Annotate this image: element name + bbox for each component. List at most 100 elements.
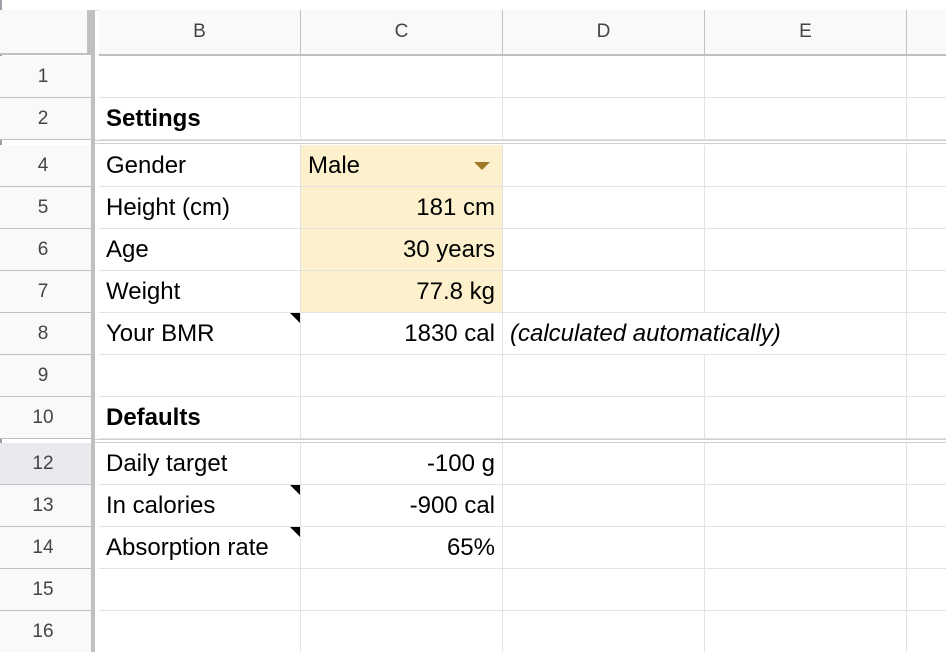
- cell-f6[interactable]: [907, 229, 946, 271]
- row-header-7[interactable]: 7: [0, 271, 95, 313]
- cell-b16[interactable]: [99, 611, 301, 652]
- row-header-10[interactable]: 10: [0, 397, 95, 439]
- in-calories-value-cell[interactable]: -900 cal: [301, 485, 503, 527]
- cell-d16[interactable]: [503, 611, 705, 652]
- in-calories-label-cell[interactable]: In calories: [99, 485, 301, 527]
- cell-b9[interactable]: [99, 355, 301, 397]
- cell-e12[interactable]: [705, 443, 907, 485]
- cell-c2[interactable]: [301, 98, 503, 140]
- column-header-d[interactable]: D: [503, 10, 705, 56]
- weight-label[interactable]: Weight: [99, 271, 301, 313]
- cell-e14[interactable]: [705, 527, 907, 569]
- cell-d14[interactable]: [503, 527, 705, 569]
- cell-c15[interactable]: [301, 569, 503, 611]
- cell-f4[interactable]: [907, 145, 946, 187]
- gender-dropdown[interactable]: Male: [301, 145, 503, 187]
- daily-target-value-cell[interactable]: -100 g: [301, 443, 503, 485]
- in-calories-label: In calories: [106, 491, 216, 519]
- cell-c9[interactable]: [301, 355, 503, 397]
- row-header-13[interactable]: 13: [0, 485, 95, 527]
- column-header-c[interactable]: C: [301, 10, 503, 56]
- row-header-8[interactable]: 8: [0, 313, 95, 355]
- cell-f12[interactable]: [907, 443, 946, 485]
- column-header-e[interactable]: E: [705, 10, 907, 56]
- row-header-16[interactable]: 16: [0, 611, 95, 652]
- cell-f13[interactable]: [907, 485, 946, 527]
- age-label[interactable]: Age: [99, 229, 301, 271]
- cell-f15[interactable]: [907, 569, 946, 611]
- cell-f5[interactable]: [907, 187, 946, 229]
- bmr-value-cell[interactable]: 1830 cal: [301, 313, 503, 355]
- cell-d6[interactable]: [503, 229, 705, 271]
- cell-e1[interactable]: [705, 56, 907, 98]
- cell-f8[interactable]: [907, 313, 946, 355]
- height-label[interactable]: Height (cm): [99, 187, 301, 229]
- cell-e10[interactable]: [705, 397, 907, 439]
- settings-heading[interactable]: Settings: [99, 98, 301, 140]
- cell-f16[interactable]: [907, 611, 946, 652]
- cell-f10[interactable]: [907, 397, 946, 439]
- select-all-corner[interactable]: [0, 10, 91, 55]
- height-value-cell[interactable]: 181 cm: [301, 187, 503, 229]
- bmr-note-cell[interactable]: (calculated automatically): [503, 313, 781, 355]
- cell-d7[interactable]: [503, 271, 705, 313]
- cell-note-indicator[interactable]: [290, 485, 300, 495]
- cell-f14[interactable]: [907, 527, 946, 569]
- cell-d2[interactable]: [503, 98, 705, 140]
- cell-e7[interactable]: [705, 271, 907, 313]
- daily-target-label[interactable]: Daily target: [99, 443, 301, 485]
- gender-label[interactable]: Gender: [99, 145, 301, 187]
- row-header-4[interactable]: 4: [0, 145, 95, 187]
- absorption-value-cell[interactable]: 65%: [301, 527, 503, 569]
- column-header-b[interactable]: B: [99, 10, 301, 56]
- absorption-label-cell[interactable]: Absorption rate: [99, 527, 301, 569]
- cell-note-indicator[interactable]: [290, 527, 300, 537]
- cell-e5[interactable]: [705, 187, 907, 229]
- hidden-row-3-marker: [95, 140, 946, 144]
- defaults-heading[interactable]: Defaults: [99, 397, 301, 439]
- cell-d9[interactable]: [503, 355, 705, 397]
- weight-value-cell[interactable]: 77.8 kg: [301, 271, 503, 313]
- cell-f1[interactable]: [907, 56, 946, 98]
- row-header-2[interactable]: 2: [0, 98, 95, 140]
- cell-d13[interactable]: [503, 485, 705, 527]
- cell-f2[interactable]: [907, 98, 946, 140]
- cell-e15[interactable]: [705, 569, 907, 611]
- cell-e8[interactable]: [705, 313, 907, 355]
- row-header-1[interactable]: 1: [0, 56, 95, 98]
- row-header-9[interactable]: 9: [0, 355, 95, 397]
- cell-c1[interactable]: [301, 56, 503, 98]
- cell-b1[interactable]: [99, 56, 301, 98]
- cell-f9[interactable]: [907, 355, 946, 397]
- row-header-15[interactable]: 15: [0, 569, 95, 611]
- row-header-12[interactable]: 12: [0, 443, 95, 485]
- cell-d12[interactable]: [503, 443, 705, 485]
- cell-e4[interactable]: [705, 145, 907, 187]
- age-value-cell[interactable]: 30 years: [301, 229, 503, 271]
- cell-e2[interactable]: [705, 98, 907, 140]
- cell-d15[interactable]: [503, 569, 705, 611]
- row-header-6[interactable]: 6: [0, 229, 95, 271]
- cell-e9[interactable]: [705, 355, 907, 397]
- cell-d5[interactable]: [503, 187, 705, 229]
- cell-c10[interactable]: [301, 397, 503, 439]
- absorption-label: Absorption rate: [106, 533, 269, 561]
- cell-b15[interactable]: [99, 569, 301, 611]
- cell-d4[interactable]: [503, 145, 705, 187]
- cell-f7[interactable]: [907, 271, 946, 313]
- cell-note-indicator[interactable]: [290, 313, 300, 323]
- gender-value: Male: [308, 151, 361, 179]
- row-header-5[interactable]: 5: [0, 187, 95, 229]
- cell-e6[interactable]: [705, 229, 907, 271]
- dropdown-arrow-icon[interactable]: [474, 162, 490, 170]
- cell-e16[interactable]: [705, 611, 907, 652]
- bmr-label-cell[interactable]: Your BMR: [99, 313, 301, 355]
- cell-e13[interactable]: [705, 485, 907, 527]
- frozen-column-divider[interactable]: [91, 10, 95, 652]
- column-header-f[interactable]: [907, 10, 946, 56]
- cell-d10[interactable]: [503, 397, 705, 439]
- cell-d1[interactable]: [503, 56, 705, 98]
- cell-c16[interactable]: [301, 611, 503, 652]
- row-header-14[interactable]: 14: [0, 527, 95, 569]
